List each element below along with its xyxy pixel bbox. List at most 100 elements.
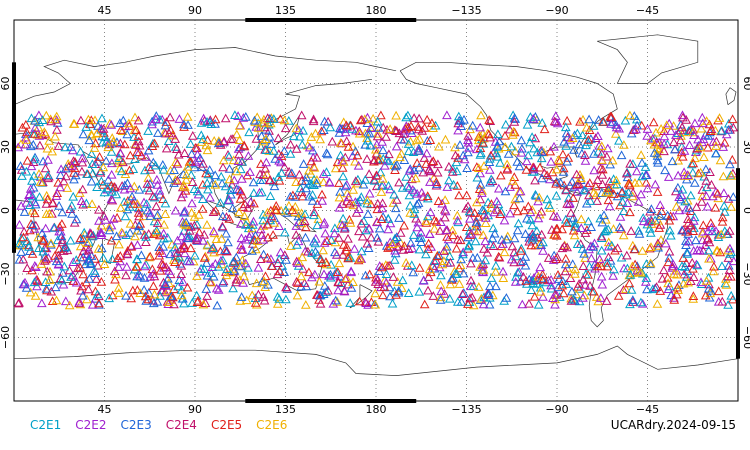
observation-triangle — [700, 240, 711, 249]
observation-triangle — [19, 207, 30, 216]
observation-triangle — [475, 168, 486, 178]
observation-triangle — [421, 218, 432, 227]
observation-triangle — [370, 288, 381, 298]
observation-triangle — [624, 278, 635, 288]
observation-triangle — [281, 294, 291, 304]
observation-triangle — [77, 290, 88, 300]
observation-triangle — [357, 231, 368, 241]
observation-triangle — [337, 162, 348, 172]
observation-triangle — [570, 269, 580, 278]
observation-triangle — [618, 230, 629, 240]
observation-triangle — [82, 169, 92, 178]
observation-triangle — [613, 290, 624, 300]
observation-triangle — [620, 189, 631, 199]
observation-triangle — [50, 251, 60, 260]
observation-triangle — [186, 207, 197, 217]
observation-triangle — [473, 282, 484, 291]
observation-triangle — [594, 254, 605, 264]
observation-triangle — [122, 129, 133, 139]
observation-triangle — [328, 298, 339, 308]
observation-triangle — [511, 271, 521, 281]
observation-triangle — [712, 188, 723, 198]
observation-triangle — [361, 225, 371, 235]
observation-triangle — [131, 125, 142, 134]
observation-triangle — [274, 266, 285, 276]
observation-triangle — [139, 284, 149, 294]
observation-triangle — [463, 135, 473, 144]
observation-triangle — [654, 144, 664, 154]
observation-triangle — [369, 155, 380, 165]
observation-triangle — [230, 110, 240, 119]
observation-triangle — [538, 292, 548, 301]
observation-triangle — [485, 116, 496, 125]
observation-triangle — [68, 191, 79, 201]
observation-triangle — [537, 173, 547, 183]
observation-triangle — [71, 255, 82, 264]
observation-triangle — [296, 271, 307, 281]
observation-triangle — [614, 135, 624, 145]
observation-triangle — [653, 238, 663, 248]
observation-triangle — [585, 196, 596, 205]
observation-triangle — [215, 198, 226, 207]
observation-triangle — [561, 128, 572, 138]
observation-triangle — [56, 275, 67, 285]
observation-triangle — [192, 186, 203, 196]
observation-triangle — [454, 263, 465, 273]
observation-triangle — [711, 148, 722, 158]
observation-triangle — [15, 161, 26, 170]
observation-triangle — [401, 257, 411, 267]
observation-triangle — [76, 196, 87, 205]
observation-triangle — [422, 135, 433, 145]
observation-triangle — [608, 264, 619, 274]
observation-triangle — [445, 279, 456, 289]
observation-triangle — [478, 265, 489, 274]
observation-triangle — [132, 225, 143, 235]
observation-triangle — [106, 235, 117, 245]
observation-triangle — [603, 224, 614, 234]
observation-triangle — [86, 149, 97, 158]
observation-triangle — [479, 205, 489, 215]
observation-triangle — [84, 119, 95, 128]
observation-triangle — [199, 264, 210, 273]
observation-triangle — [163, 136, 174, 145]
observation-triangle — [408, 267, 419, 277]
observation-triangle — [434, 262, 445, 272]
observation-triangle — [343, 192, 354, 202]
observation-triangle — [665, 225, 675, 235]
observation-triangle — [554, 156, 565, 166]
observation-triangle — [689, 212, 700, 222]
observation-triangle — [252, 236, 263, 245]
observation-triangle — [94, 298, 104, 308]
observation-triangle — [685, 190, 696, 200]
observation-triangle — [604, 201, 615, 211]
observation-triangle — [152, 218, 163, 227]
observation-triangle — [345, 298, 355, 307]
observation-triangle — [673, 285, 683, 294]
observation-triangle — [368, 113, 378, 123]
observation-triangle — [440, 195, 450, 204]
observation-triangle — [560, 253, 571, 263]
observation-triangle — [154, 242, 164, 251]
observation-triangle — [261, 134, 271, 143]
observation-triangle — [40, 163, 51, 173]
observation-triangle — [231, 166, 242, 176]
observation-triangle — [118, 115, 129, 125]
observation-triangle — [356, 114, 367, 124]
observation-triangle — [163, 273, 173, 283]
observation-triangle — [185, 256, 195, 266]
observation-triangle — [51, 295, 62, 305]
observation-triangle — [371, 181, 382, 191]
observation-triangle — [586, 134, 596, 143]
observation-triangle — [608, 270, 618, 280]
observation-triangle — [269, 181, 280, 191]
observation-triangle — [115, 251, 126, 260]
observation-triangle — [147, 116, 157, 126]
observation-triangle — [701, 116, 712, 125]
observation-triangle — [197, 194, 208, 203]
observation-triangle — [560, 214, 571, 224]
observation-triangle — [534, 192, 545, 202]
observation-triangle — [425, 135, 436, 144]
observation-triangle — [703, 245, 714, 255]
observation-triangle — [94, 299, 104, 309]
observation-triangle — [596, 231, 607, 241]
